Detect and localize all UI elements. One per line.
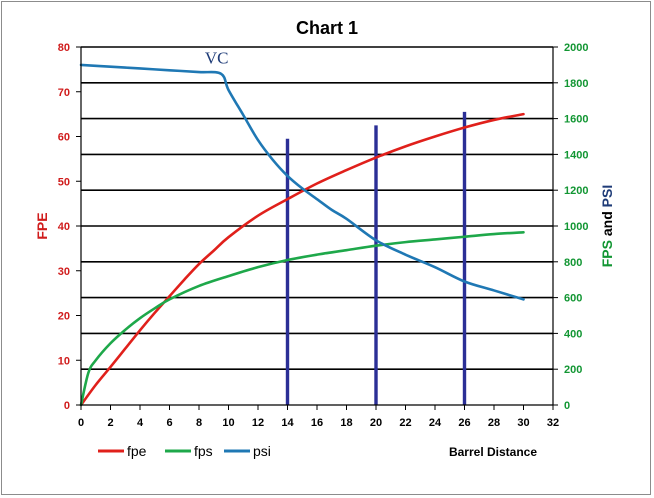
annotations: VC (205, 49, 229, 68)
vertical-markers (285, 111, 467, 405)
right-tick-label: 600 (564, 293, 582, 305)
x-tick-label: 24 (429, 417, 442, 429)
x-tick-label: 30 (517, 417, 529, 429)
x-tick-label: 12 (252, 417, 264, 429)
x-axis-title: Barrel Distance (449, 445, 537, 459)
x-tick-labels: 0 2 4 6 8 10 12 14 16 18 20 22 24 26 28 30 32 (78, 417, 559, 429)
right-tick-label: 800 (564, 257, 582, 269)
x-tick-label: 0 (78, 417, 84, 429)
left-tick-label: 80 (58, 42, 70, 54)
series-line-fps (79, 230, 525, 407)
left-tick-label: 70 (58, 87, 70, 99)
right-tick-label: 400 (564, 328, 582, 340)
x-tick-label: 8 (196, 417, 202, 429)
axes (76, 46, 558, 410)
left-tick-label: 40 (58, 221, 70, 233)
right-axis-title-psi: PSI (599, 185, 615, 208)
right-tick-labels: 0 200 400 600 800 1000 1200 1400 1600 1800 2000 (564, 42, 588, 412)
right-tick-label: 200 (564, 364, 582, 376)
right-tick-label: 1400 (564, 149, 588, 161)
left-axis-title: FPE (34, 212, 50, 239)
left-tick-label: 20 (58, 311, 70, 323)
left-tick-label: 30 (58, 266, 70, 278)
x-tick-label: 32 (547, 417, 559, 429)
legend: fpe fps psi (98, 443, 271, 459)
gridlines (81, 46, 553, 371)
x-tick-label: 18 (340, 417, 352, 429)
right-tick-label: 1000 (564, 221, 588, 233)
x-tick-label: 6 (166, 417, 172, 429)
x-tick-label: 26 (458, 417, 470, 429)
x-tick-label: 28 (488, 417, 500, 429)
left-tick-label: 10 (58, 355, 70, 367)
right-axis-title: FPS and PSI (599, 185, 615, 267)
legend-label-fps: fps (194, 443, 213, 459)
legend-label-psi: psi (253, 443, 271, 459)
right-tick-label: 2000 (564, 42, 588, 54)
annotation-label: VC (205, 49, 229, 68)
right-tick-label: 1800 (564, 78, 588, 90)
right-axis-title-and: and (599, 207, 615, 240)
right-tick-label: 1600 (564, 114, 588, 126)
left-tick-labels: 0 10 20 30 40 50 60 70 80 (58, 42, 70, 412)
left-tick-label: 50 (58, 176, 70, 188)
left-tick-label: 0 (64, 400, 70, 412)
series-lines (79, 63, 525, 407)
right-tick-label: 1200 (564, 185, 588, 197)
x-tick-label: 20 (370, 417, 382, 429)
x-tick-label: 2 (107, 417, 113, 429)
legend-label-fpe: fpe (127, 443, 147, 459)
x-tick-label: 4 (137, 417, 144, 429)
x-tick-label: 10 (222, 417, 234, 429)
x-tick-label: 16 (311, 417, 323, 429)
chart-title: Chart 1 (296, 18, 358, 38)
right-axis-title-fps: FPS (599, 240, 615, 267)
right-tick-label: 0 (564, 400, 570, 412)
x-tick-label: 22 (399, 417, 411, 429)
series-line-fpe (79, 112, 525, 407)
x-tick-label: 14 (281, 417, 294, 429)
series-line-psi (79, 63, 525, 301)
left-tick-label: 60 (58, 132, 70, 144)
